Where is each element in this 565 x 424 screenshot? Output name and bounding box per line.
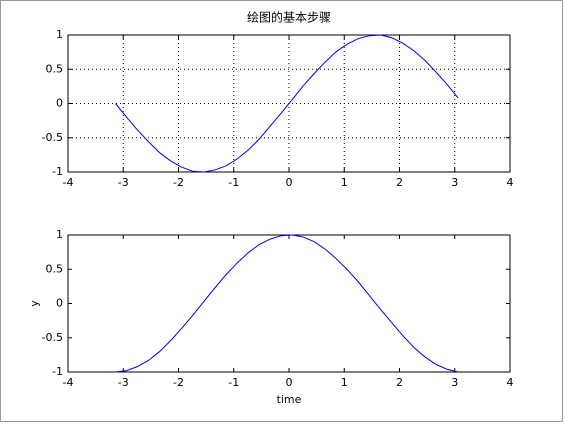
x-tick-label: -1 [228, 376, 239, 389]
y-tick-label: 1 [56, 228, 63, 241]
y-tick-label: -0.5 [42, 331, 63, 344]
y-tick-label: 0.5 [46, 62, 64, 75]
x-tick-label: 4 [507, 376, 514, 389]
x-tick-label: 0 [286, 176, 293, 189]
y-tick-label: -0.5 [42, 131, 63, 144]
y-tick-label: -1 [52, 165, 63, 178]
y-tick-label: 0 [56, 297, 63, 310]
y-axis-label: y [28, 300, 41, 307]
axes-frame [67, 34, 511, 173]
x-tick-label: 0 [286, 376, 293, 389]
y-tick-label: 0 [56, 97, 63, 110]
x-tick-label: 3 [451, 376, 458, 389]
y-tick-label: 1 [56, 28, 63, 41]
x-tick-label: -3 [118, 376, 129, 389]
x-tick-label: -4 [63, 176, 74, 189]
x-tick-label: -3 [118, 176, 129, 189]
x-tick-label: -2 [173, 376, 184, 389]
x-tick-label: 2 [396, 376, 403, 389]
x-tick-label: -2 [173, 176, 184, 189]
y-tick-label: 0.5 [46, 262, 64, 275]
x-tick-label: 3 [451, 176, 458, 189]
x-axis-label: time [277, 393, 302, 406]
chart-title: 绘图的基本步骤 [247, 10, 331, 25]
x-tick-label: -4 [63, 376, 74, 389]
x-tick-label: 1 [341, 376, 348, 389]
data-line [115, 34, 459, 173]
x-tick-label: 4 [507, 176, 514, 189]
data-line [115, 234, 459, 373]
x-tick-label: 2 [396, 176, 403, 189]
y-tick-label: -1 [52, 365, 63, 378]
x-tick-label: 1 [341, 176, 348, 189]
x-tick-label: -1 [228, 176, 239, 189]
axes-box [68, 235, 510, 372]
